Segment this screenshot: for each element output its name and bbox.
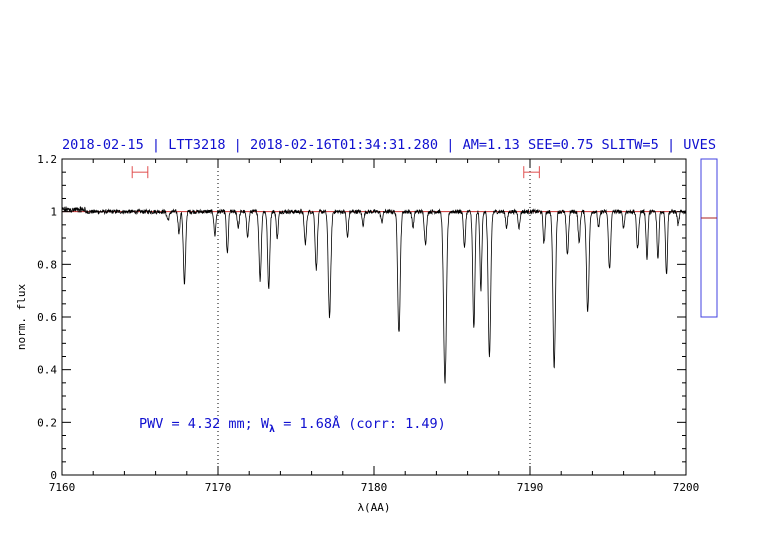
chart-title: 2018-02-15 | LTT3218 | 2018-02-16T01:34:… bbox=[62, 137, 716, 153]
y-tick-label: 0.8 bbox=[37, 258, 57, 271]
pwv-annotation: PWV = 4.32 mm; Wλ = 1.68Å (corr: 1.49) bbox=[139, 415, 446, 435]
y-tick-label: 0.2 bbox=[37, 416, 57, 429]
x-tick-label: 7180 bbox=[361, 481, 388, 494]
spectrum-series bbox=[61, 206, 687, 384]
y-axis-label: norm. flux bbox=[15, 284, 28, 351]
pwv-annotation-prefix: PWV = 4.32 mm; W bbox=[139, 416, 270, 432]
spectrum-line bbox=[61, 206, 687, 384]
y-tick-label: 0.4 bbox=[37, 364, 57, 377]
side-indicator-box bbox=[700, 158, 718, 318]
x-tick-label: 7190 bbox=[517, 481, 544, 494]
y-tick-label: 0 bbox=[50, 469, 57, 482]
continuum-windows bbox=[131, 166, 540, 179]
y-axis-ticks: 0 0.2 0.4 0.6 0.8 1 1.2 bbox=[37, 153, 686, 482]
x-tick-label: 7170 bbox=[205, 481, 232, 494]
pwv-annotation-suffix: = 1.68Å (corr: 1.49) bbox=[275, 415, 446, 432]
pwv-annotation-subscript: λ bbox=[269, 424, 275, 435]
y-tick-label: 0.6 bbox=[37, 311, 57, 324]
y-tick-label: 1 bbox=[50, 206, 57, 219]
x-tick-label: 7200 bbox=[673, 481, 700, 494]
y-tick-label: 1.2 bbox=[37, 153, 57, 166]
x-tick-label: 7160 bbox=[49, 481, 76, 494]
x-axis-label: λ(AA) bbox=[357, 501, 390, 514]
x-axis-ticks: 7160 7170 7180 7190 7200 bbox=[49, 159, 700, 494]
